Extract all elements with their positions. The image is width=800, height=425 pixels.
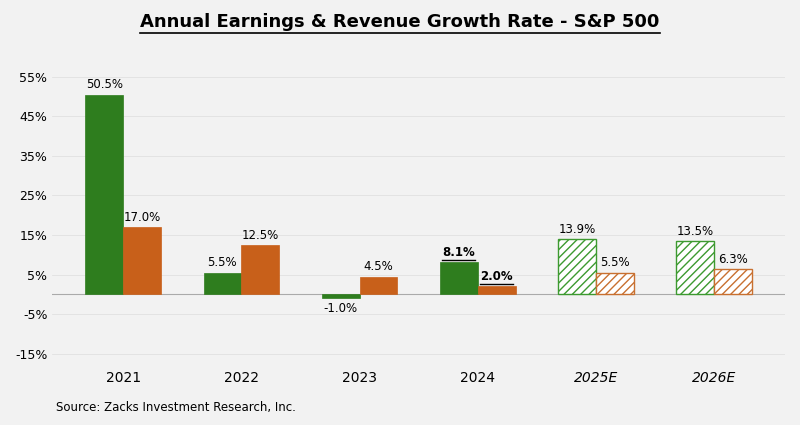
Text: 5.5%: 5.5% (208, 256, 238, 269)
Text: 13.9%: 13.9% (558, 223, 596, 236)
Text: 4.5%: 4.5% (363, 261, 394, 273)
Text: 12.5%: 12.5% (242, 229, 279, 242)
Bar (558, 239, 596, 295)
Bar (86, 94, 123, 295)
Bar (359, 277, 398, 295)
Bar (714, 269, 752, 295)
Text: 8.1%: 8.1% (442, 246, 475, 259)
Text: 17.0%: 17.0% (123, 211, 161, 224)
Bar (596, 272, 634, 295)
Text: Source: Zacks Investment Research, Inc.: Source: Zacks Investment Research, Inc. (56, 401, 296, 414)
Text: 13.5%: 13.5% (677, 225, 714, 238)
Bar (203, 272, 242, 295)
Text: 50.5%: 50.5% (86, 78, 122, 91)
Text: 6.3%: 6.3% (718, 253, 748, 266)
Bar (676, 241, 714, 295)
Text: -1.0%: -1.0% (323, 301, 358, 314)
Bar (322, 295, 359, 298)
Bar (440, 262, 478, 295)
Text: 5.5%: 5.5% (600, 256, 630, 269)
Bar (242, 245, 279, 295)
Text: 2.0%: 2.0% (480, 270, 513, 283)
Bar (123, 227, 161, 295)
Text: Annual Earnings & Revenue Growth Rate - S&P 500: Annual Earnings & Revenue Growth Rate - … (140, 13, 660, 31)
Bar (478, 286, 515, 295)
